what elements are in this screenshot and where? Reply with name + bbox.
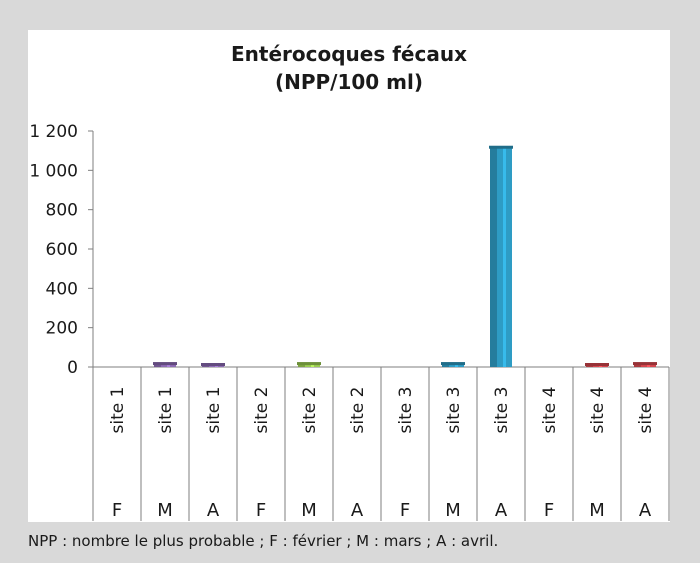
y-tick-label: 1 000 — [29, 161, 78, 181]
bar-cap — [297, 362, 321, 366]
bar-cap — [153, 362, 177, 366]
x-category-label: site 1 — [156, 387, 176, 434]
chart-footnote: NPP : nombre le plus probable ; F : févr… — [28, 532, 499, 550]
chart-subtitle: (NPP/100 ml) — [274, 70, 424, 94]
bar-cap — [489, 145, 513, 149]
y-tick-label: 200 — [46, 319, 78, 339]
bar-cap — [633, 362, 657, 366]
x-category-label: site 4 — [588, 387, 608, 434]
x-category-label: site 4 — [540, 387, 560, 434]
x-category-label: site 1 — [108, 387, 128, 434]
bar-shade — [490, 146, 497, 367]
y-tick-label: 1 200 — [29, 122, 78, 142]
bar-cap — [441, 362, 465, 366]
bar-cap — [585, 363, 609, 366]
x-category-label: site 3 — [444, 387, 464, 434]
plot-panel — [28, 30, 670, 522]
x-category-label: site 4 — [636, 387, 656, 434]
x-month-label: A — [639, 500, 652, 521]
x-category-label: site 2 — [252, 387, 272, 434]
x-month-label: F — [256, 500, 266, 521]
y-tick-label: 800 — [46, 201, 78, 221]
bar-highlight — [503, 146, 506, 367]
x-month-label: M — [589, 500, 605, 521]
x-month-label: M — [445, 500, 461, 521]
x-month-label: F — [400, 500, 410, 521]
x-month-label: F — [112, 500, 122, 521]
x-month-label: F — [544, 500, 554, 521]
y-tick-label: 0 — [67, 358, 78, 378]
x-category-label: site 3 — [492, 387, 512, 434]
x-month-label: A — [351, 500, 364, 521]
x-category-label: site 1 — [204, 387, 224, 434]
chart-title: Entérocoques fécaux — [231, 42, 467, 66]
x-month-label: A — [495, 500, 508, 521]
bar-cap — [201, 363, 225, 366]
x-category-label: site 3 — [396, 387, 416, 434]
y-tick-label: 400 — [46, 279, 78, 299]
x-category-label: site 2 — [348, 387, 368, 434]
x-month-label: M — [301, 500, 317, 521]
x-month-label: A — [207, 500, 220, 521]
y-tick-label: 600 — [46, 240, 78, 260]
x-month-label: M — [157, 500, 173, 521]
x-category-label: site 2 — [300, 387, 320, 434]
